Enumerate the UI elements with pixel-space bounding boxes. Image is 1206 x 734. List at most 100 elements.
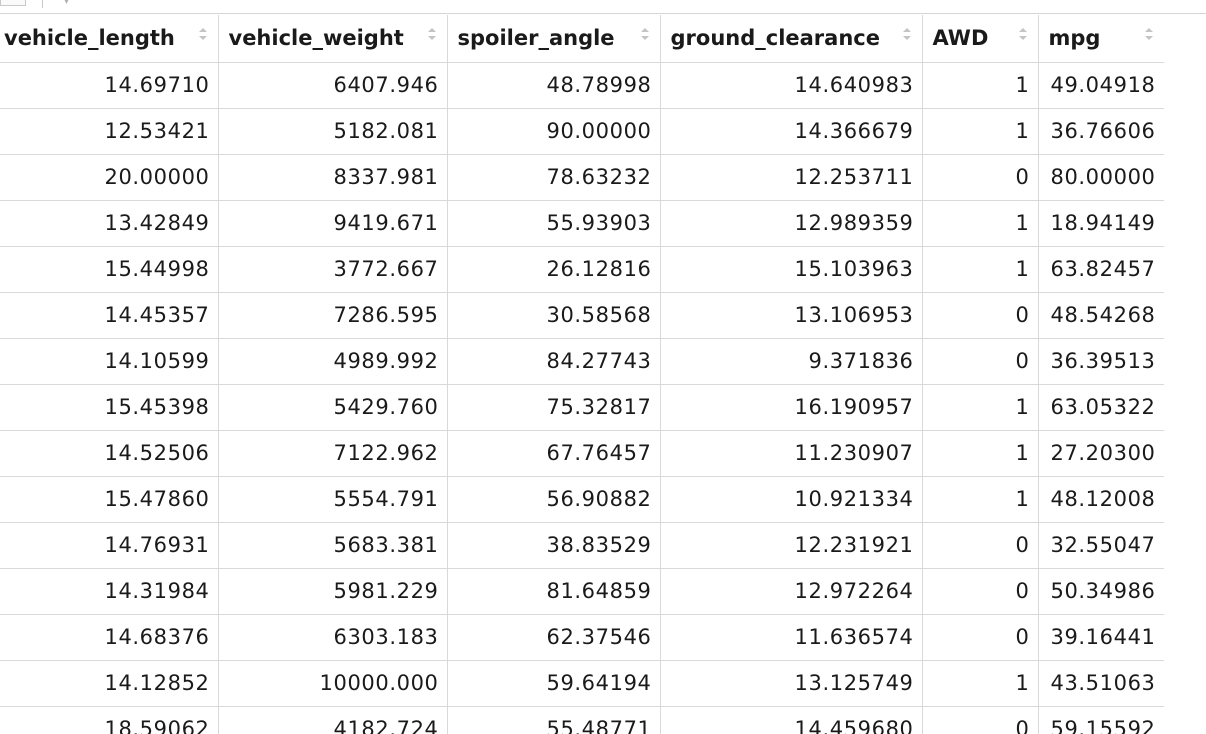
cell-mpg[interactable]: 63.05322 <box>1037 383 1164 431</box>
cell-ground-clearance[interactable]: 14.366679 <box>659 107 923 155</box>
cell-spoiler-angle[interactable]: 56.90882 <box>446 475 661 523</box>
cell-vehicle-weight[interactable]: 3772.667 <box>217 245 448 293</box>
cell-ground-clearance[interactable]: 12.253711 <box>659 153 923 201</box>
cell-vehicle-weight[interactable]: 8337.981 <box>217 153 448 201</box>
cell-ground-clearance[interactable]: 12.972264 <box>659 567 923 615</box>
cell-vehicle-weight[interactable]: 6303.183 <box>217 613 448 661</box>
cell-ground-clearance[interactable]: 10.921334 <box>659 475 923 523</box>
cell-vehicle-length[interactable]: 14.45357 <box>0 291 219 339</box>
cell-mpg[interactable]: 48.54268 <box>1037 291 1164 339</box>
cell-vehicle-length[interactable]: 18.59062 <box>0 705 219 734</box>
cell-spoiler-angle[interactable]: 55.48771 <box>446 705 661 734</box>
cell-awd[interactable]: 1 <box>921 383 1039 431</box>
cell-spoiler-angle[interactable]: 67.76457 <box>446 429 661 477</box>
data-viewer-table-container[interactable]: vehicle_length vehicle_weight spoiler_an… <box>0 15 1164 734</box>
cell-awd[interactable]: 1 <box>921 61 1039 109</box>
cell-mpg[interactable]: 27.20300 <box>1037 429 1164 477</box>
cell-vehicle-length[interactable]: 14.52506 <box>0 429 219 477</box>
cell-vehicle-weight[interactable]: 9419.671 <box>217 199 448 247</box>
cell-vehicle-length[interactable]: 15.44998 <box>0 245 219 293</box>
cell-mpg[interactable]: 49.04918 <box>1037 61 1164 109</box>
cell-mpg[interactable]: 43.51063 <box>1037 659 1164 707</box>
sort-arrows-icon[interactable] <box>198 26 208 42</box>
cell-vehicle-weight[interactable]: 4989.992 <box>217 337 448 385</box>
cell-ground-clearance[interactable]: 11.230907 <box>659 429 923 477</box>
column-header-ground-clearance[interactable]: ground_clearance <box>659 15 923 63</box>
cell-ground-clearance[interactable]: 9.371836 <box>659 337 923 385</box>
cell-spoiler-angle[interactable]: 75.32817 <box>446 383 661 431</box>
cell-mpg[interactable]: 36.39513 <box>1037 337 1164 385</box>
cell-awd[interactable]: 0 <box>921 337 1039 385</box>
cell-ground-clearance[interactable]: 14.459680 <box>659 705 923 734</box>
cell-vehicle-length[interactable]: 20.00000 <box>0 153 219 201</box>
cell-spoiler-angle[interactable]: 38.83529 <box>446 521 661 569</box>
cell-vehicle-length[interactable]: 14.31984 <box>0 567 219 615</box>
cell-spoiler-angle[interactable]: 55.93903 <box>446 199 661 247</box>
cell-spoiler-angle[interactable]: 84.27743 <box>446 337 661 385</box>
column-header-vehicle-weight[interactable]: vehicle_weight <box>217 15 448 63</box>
cell-mpg[interactable]: 80.00000 <box>1037 153 1164 201</box>
column-header-vehicle-length[interactable]: vehicle_length <box>0 15 219 63</box>
cell-vehicle-length[interactable]: 13.42849 <box>0 199 219 247</box>
cell-vehicle-weight[interactable]: 7122.962 <box>217 429 448 477</box>
cell-vehicle-weight[interactable]: 10000.000 <box>217 659 448 707</box>
sort-arrows-icon[interactable] <box>1144 26 1154 42</box>
cell-awd[interactable]: 0 <box>921 613 1039 661</box>
cell-spoiler-angle[interactable]: 90.00000 <box>446 107 661 155</box>
cell-awd[interactable]: 0 <box>921 153 1039 201</box>
cell-awd[interactable]: 1 <box>921 107 1039 155</box>
sort-arrows-icon[interactable] <box>640 26 650 42</box>
cell-vehicle-weight[interactable]: 4182.724 <box>217 705 448 734</box>
cell-awd[interactable]: 1 <box>921 199 1039 247</box>
cell-mpg[interactable]: 59.15592 <box>1037 705 1164 734</box>
cell-vehicle-length[interactable]: 15.47860 <box>0 475 219 523</box>
cell-spoiler-angle[interactable]: 81.64859 <box>446 567 661 615</box>
cell-ground-clearance[interactable]: 12.989359 <box>659 199 923 247</box>
cell-vehicle-length[interactable]: 14.69710 <box>0 61 219 109</box>
cell-awd[interactable]: 0 <box>921 705 1039 734</box>
cell-mpg[interactable]: 18.94149 <box>1037 199 1164 247</box>
cell-vehicle-weight[interactable]: 5429.760 <box>217 383 448 431</box>
cell-vehicle-weight[interactable]: 5683.381 <box>217 521 448 569</box>
cell-vehicle-weight[interactable]: 5554.791 <box>217 475 448 523</box>
cell-ground-clearance[interactable]: 16.190957 <box>659 383 923 431</box>
cell-spoiler-angle[interactable]: 62.37546 <box>446 613 661 661</box>
cell-ground-clearance[interactable]: 14.640983 <box>659 61 923 109</box>
cell-vehicle-length[interactable]: 14.68376 <box>0 613 219 661</box>
cell-vehicle-length[interactable]: 12.53421 <box>0 107 219 155</box>
cell-awd[interactable]: 0 <box>921 567 1039 615</box>
cell-awd[interactable]: 0 <box>921 291 1039 339</box>
cell-awd[interactable]: 1 <box>921 429 1039 477</box>
cell-mpg[interactable]: 36.76606 <box>1037 107 1164 155</box>
column-header-mpg[interactable]: mpg <box>1037 15 1164 63</box>
cell-vehicle-length[interactable]: 15.45398 <box>0 383 219 431</box>
cell-spoiler-angle[interactable]: 30.58568 <box>446 291 661 339</box>
cell-vehicle-length[interactable]: 14.10599 <box>0 337 219 385</box>
cell-awd[interactable]: 0 <box>921 521 1039 569</box>
cell-mpg[interactable]: 32.55047 <box>1037 521 1164 569</box>
cell-ground-clearance[interactable]: 13.106953 <box>659 291 923 339</box>
column-header-spoiler-angle[interactable]: spoiler_angle <box>446 15 661 63</box>
sort-arrows-icon[interactable] <box>427 26 437 42</box>
cell-vehicle-weight[interactable]: 5182.081 <box>217 107 448 155</box>
cell-vehicle-weight[interactable]: 5981.229 <box>217 567 448 615</box>
cell-awd[interactable]: 1 <box>921 475 1039 523</box>
cell-vehicle-weight[interactable]: 6407.946 <box>217 61 448 109</box>
cell-ground-clearance[interactable]: 15.103963 <box>659 245 923 293</box>
cell-awd[interactable]: 1 <box>921 245 1039 293</box>
cell-mpg[interactable]: 39.16441 <box>1037 613 1164 661</box>
toolbar-button[interactable] <box>0 0 26 6</box>
cell-mpg[interactable]: 63.82457 <box>1037 245 1164 293</box>
cell-ground-clearance[interactable]: 13.125749 <box>659 659 923 707</box>
cell-spoiler-angle[interactable]: 59.64194 <box>446 659 661 707</box>
sort-arrows-icon[interactable] <box>1018 26 1028 42</box>
cell-spoiler-angle[interactable]: 26.12816 <box>446 245 661 293</box>
filter-icon[interactable]: ▾ <box>64 0 70 7</box>
column-header-awd[interactable]: AWD <box>921 15 1039 63</box>
cell-vehicle-weight[interactable]: 7286.595 <box>217 291 448 339</box>
cell-vehicle-length[interactable]: 14.76931 <box>0 521 219 569</box>
cell-spoiler-angle[interactable]: 48.78998 <box>446 61 661 109</box>
cell-ground-clearance[interactable]: 11.636574 <box>659 613 923 661</box>
cell-awd[interactable]: 1 <box>921 659 1039 707</box>
cell-ground-clearance[interactable]: 12.231921 <box>659 521 923 569</box>
